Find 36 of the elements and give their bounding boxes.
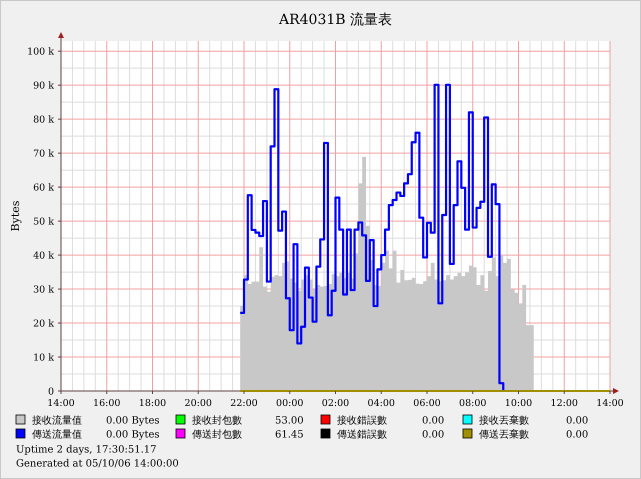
y-axis-title: Bytes: [9, 200, 22, 232]
x-tick-label: 00:00: [276, 398, 304, 409]
y-tick-label: 30 k: [33, 284, 54, 296]
y-tick-label: 10 k: [33, 352, 54, 364]
x-tick-label: 22:00: [230, 398, 258, 409]
x-tick-label: 08:00: [459, 398, 486, 409]
legend-label: 接收錯誤數: [337, 414, 387, 426]
legend-label: 接收封包數: [192, 414, 242, 426]
x-tick-label: 20:00: [184, 398, 212, 409]
x-tick-label: 14:00: [596, 398, 624, 409]
legend-label: 傳送錯誤數: [337, 428, 387, 440]
x-tick-label: 16:00: [93, 398, 120, 409]
y-tick-label: 20 k: [33, 318, 54, 330]
x-tick-label: 18:00: [138, 398, 166, 409]
legend-label: 傳送流量值: [32, 428, 82, 440]
x-tick-label: 06:00: [413, 398, 441, 409]
chart-title: AR4031B 流量表: [278, 12, 392, 28]
y-tick-label: 70 k: [33, 148, 54, 160]
y-tick-label: 100 k: [27, 46, 54, 58]
text: Generated at 05/10/06 14:00:00: [16, 458, 179, 470]
y-tick-label: 90 k: [33, 80, 54, 92]
x-tick-label: 10:00: [504, 398, 532, 409]
legend-label: 傳送丟棄數: [479, 428, 529, 440]
legend-label: 接收流量值: [32, 414, 82, 426]
x-tick-label: 12:00: [550, 398, 578, 409]
x-tick-label: 14:00: [47, 398, 75, 409]
y-tick-label: 50 k: [33, 216, 54, 228]
y-tick-label: 40 k: [33, 250, 54, 262]
legend-label: 傳送封包數: [192, 428, 242, 440]
y-tick-label: 0: [48, 386, 54, 398]
x-tick-label: 04:00: [368, 398, 395, 409]
y-tick-label: 60 k: [33, 182, 54, 194]
y-tick-label: 80 k: [33, 114, 54, 126]
x-tick-label: 02:00: [322, 398, 350, 409]
text: Uptime 2 days, 17:30:51.17: [16, 444, 156, 456]
legend-label: 接收丟棄數: [479, 414, 529, 426]
